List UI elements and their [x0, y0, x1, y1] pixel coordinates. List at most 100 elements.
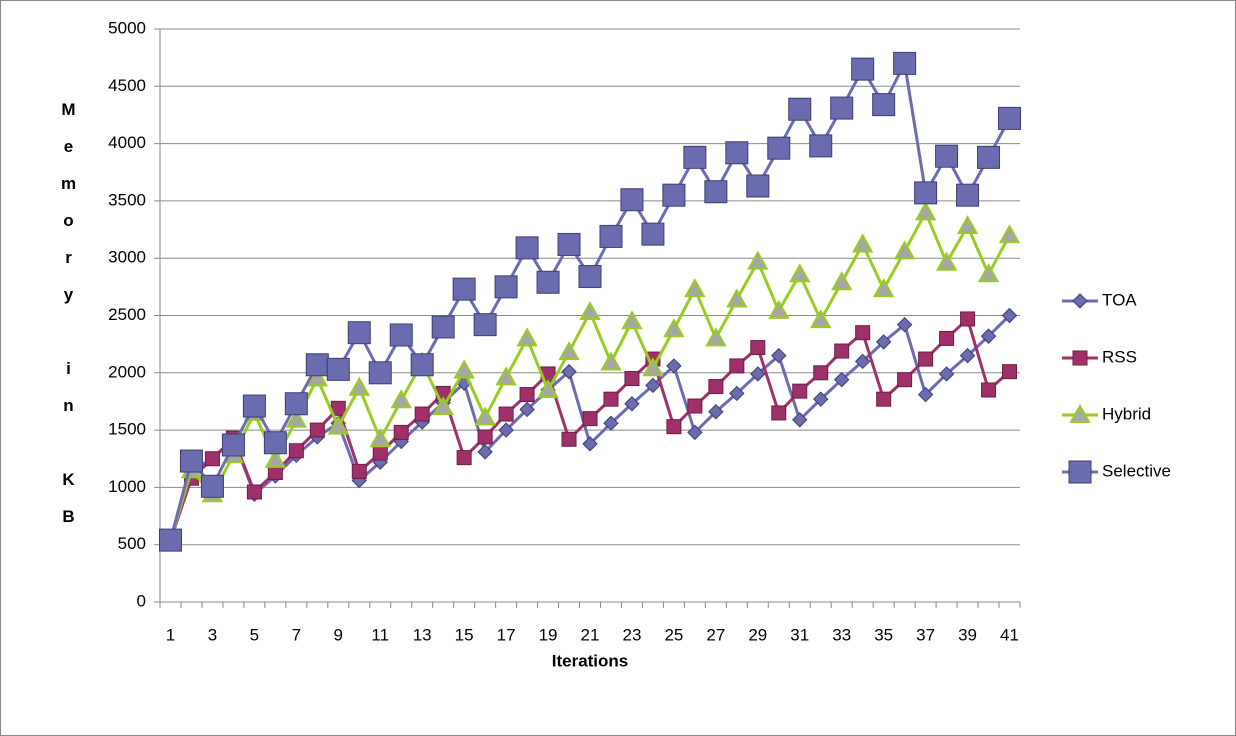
marker	[1002, 364, 1018, 380]
marker	[410, 353, 434, 377]
x-tick-label: 31	[790, 625, 809, 644]
marker	[582, 411, 598, 427]
x-tick-label: 41	[1000, 625, 1019, 644]
legend-label: TOA	[1102, 290, 1137, 309]
x-tick-label: 7	[292, 625, 301, 644]
marker	[792, 383, 808, 399]
marker	[767, 136, 791, 160]
marker	[663, 318, 685, 338]
x-tick-label: 37	[916, 625, 935, 644]
marker	[977, 145, 1001, 169]
marker	[768, 299, 790, 319]
marker	[414, 406, 430, 422]
marker	[389, 323, 413, 347]
marker	[537, 378, 559, 398]
legend-label: RSS	[1102, 347, 1137, 366]
x-tick-label: 21	[581, 625, 600, 644]
marker	[872, 278, 895, 298]
marker	[893, 51, 917, 75]
marker	[851, 233, 874, 253]
marker	[221, 433, 245, 457]
marker	[515, 236, 539, 260]
marker	[771, 405, 787, 421]
marker	[519, 387, 535, 403]
marker	[960, 311, 976, 327]
y-tick-label: 1000	[108, 477, 146, 496]
marker	[938, 366, 955, 382]
marker	[792, 412, 808, 428]
marker	[368, 361, 392, 385]
marker	[390, 389, 412, 409]
x-tick-label: 25	[664, 625, 683, 644]
marker	[830, 271, 853, 291]
marker	[1072, 350, 1088, 366]
marker	[477, 429, 493, 445]
marker	[813, 391, 829, 407]
marker	[750, 340, 766, 356]
marker	[263, 431, 287, 455]
marker	[393, 424, 409, 440]
marker	[854, 353, 871, 370]
marker	[998, 106, 1022, 130]
marker	[834, 371, 850, 388]
series-line	[169, 208, 1011, 541]
x-tick-label: 35	[874, 625, 893, 644]
marker	[729, 358, 745, 374]
marker	[897, 372, 913, 388]
marker	[477, 444, 493, 460]
marker	[285, 408, 308, 428]
y-tick-label: 1500	[108, 420, 146, 439]
marker	[456, 450, 472, 466]
marker	[666, 358, 682, 374]
marker	[708, 379, 724, 395]
marker	[666, 419, 682, 435]
marker	[977, 263, 1000, 283]
marker	[309, 422, 325, 438]
marker	[708, 404, 724, 420]
y-axis-title: Memory in KB	[59, 100, 78, 544]
marker	[495, 366, 517, 386]
marker	[725, 141, 749, 165]
marker	[980, 328, 997, 344]
marker	[578, 265, 602, 289]
marker	[834, 343, 850, 359]
marker	[582, 436, 598, 452]
marker	[620, 188, 644, 212]
marker	[918, 351, 934, 367]
marker	[200, 474, 224, 498]
marker	[893, 240, 916, 260]
marker	[1069, 403, 1091, 423]
y-tick-label: 3000	[108, 248, 146, 267]
marker	[956, 183, 980, 207]
y-tick-label: 5000	[108, 18, 146, 37]
marker	[372, 445, 388, 461]
x-tick-label: 23	[622, 625, 641, 644]
y-tick-label: 500	[118, 534, 146, 553]
marker	[662, 183, 686, 207]
x-tick-label: 9	[334, 625, 343, 644]
marker	[498, 406, 514, 422]
marker	[747, 250, 769, 270]
x-tick-label: 1	[166, 625, 175, 644]
marker	[896, 316, 913, 333]
x-tick-label: 33	[832, 625, 851, 644]
marker	[830, 96, 854, 120]
marker	[624, 396, 640, 412]
marker	[956, 215, 979, 235]
y-tick-label: 4500	[108, 76, 146, 95]
x-tick-label: 39	[958, 625, 977, 644]
marker	[179, 449, 203, 473]
marker	[284, 392, 308, 416]
y-tick-label: 0	[137, 591, 146, 610]
marker	[561, 363, 577, 380]
marker	[432, 396, 454, 416]
marker	[750, 366, 766, 382]
marker	[683, 145, 707, 169]
marker	[348, 376, 370, 396]
marker	[305, 353, 329, 377]
x-axis-title: Iterations	[552, 651, 629, 670]
marker	[558, 341, 580, 361]
marker	[726, 288, 748, 308]
marker	[516, 327, 538, 347]
